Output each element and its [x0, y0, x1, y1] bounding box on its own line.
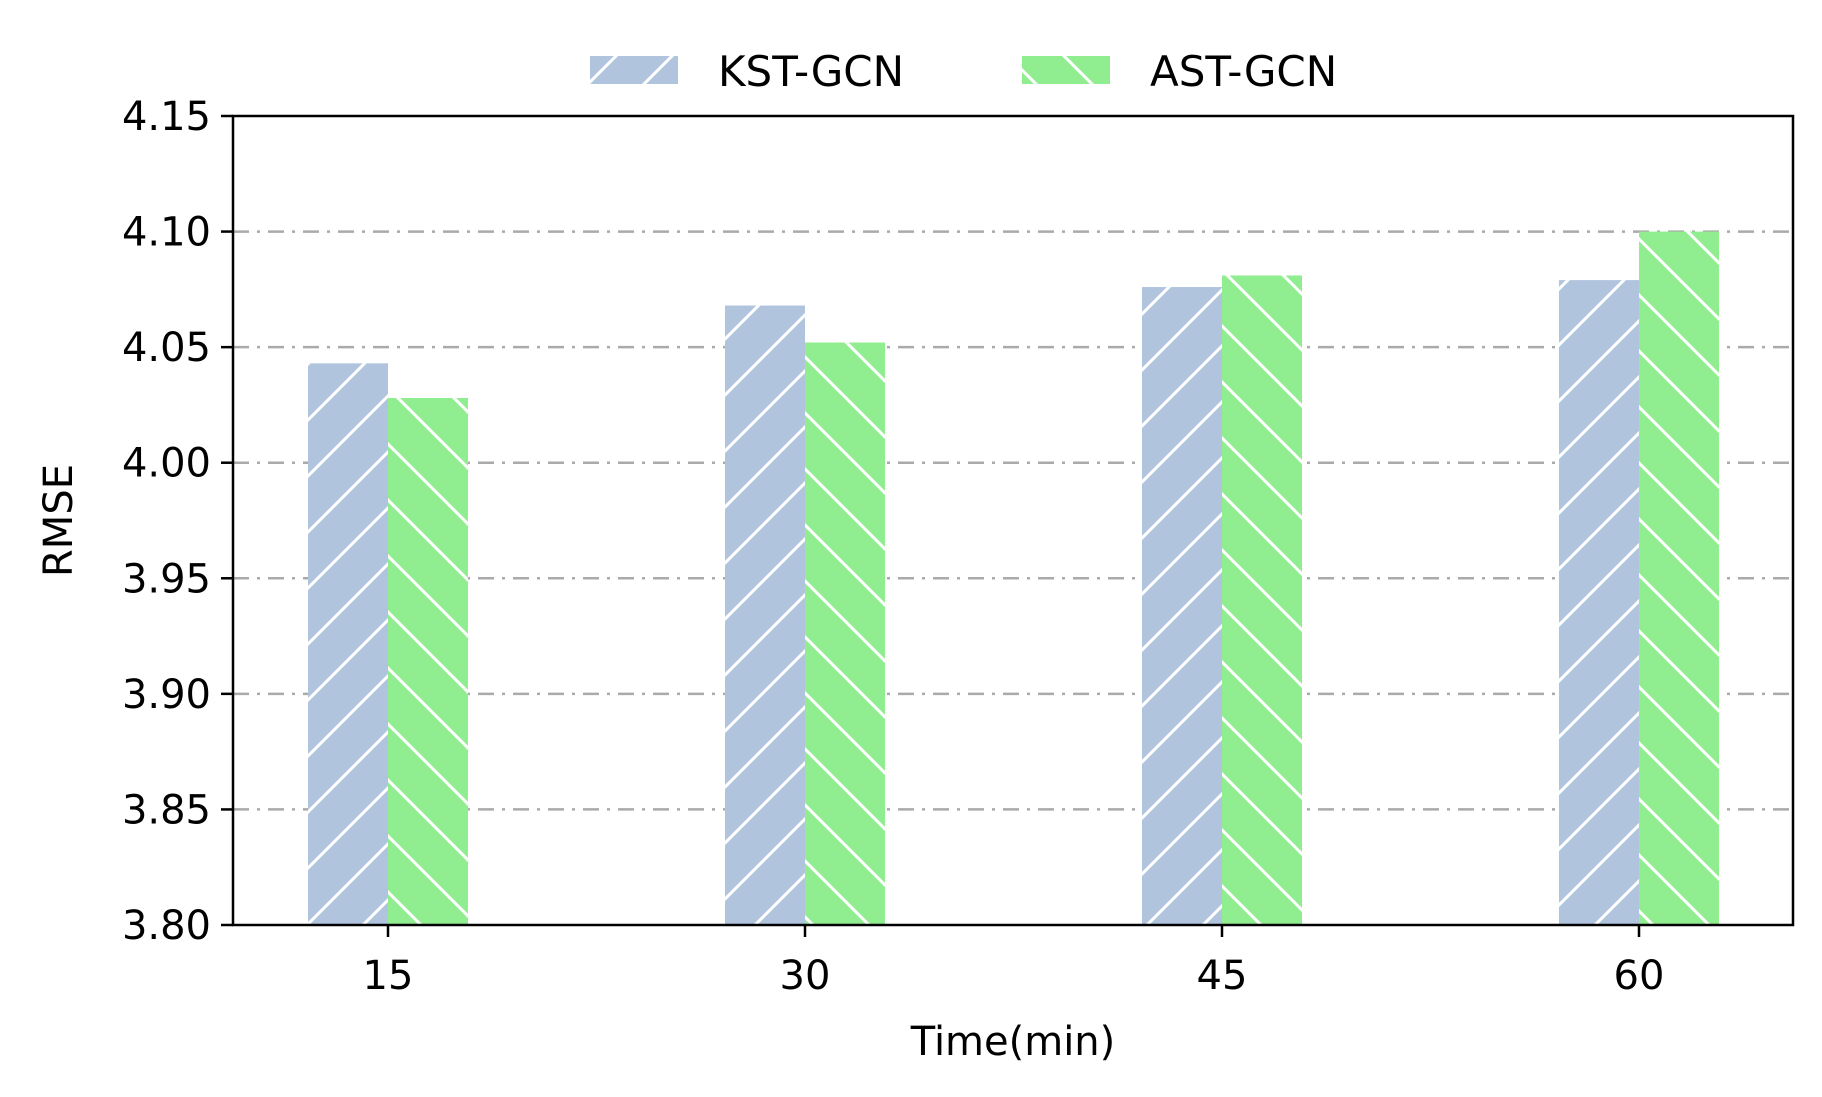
- bar-ast-gcn-30: [805, 342, 885, 925]
- y-tick-label: 3.85: [122, 787, 211, 833]
- y-tick-label: 3.95: [122, 556, 211, 602]
- y-tick-label: 3.80: [122, 903, 211, 949]
- bar-hatch: [1559, 280, 1639, 925]
- bar-hatch: [388, 397, 468, 926]
- bar-kst-gcn-45: [1142, 287, 1222, 925]
- bar-hatch: [725, 305, 805, 926]
- legend-label: KST-GCN: [718, 47, 904, 96]
- legend-swatch-hatch: [590, 56, 678, 84]
- gridlines: [233, 230, 1793, 811]
- x-tick-label: 15: [363, 953, 414, 999]
- x-axis-ticks: 15 30 45 60: [363, 925, 1665, 999]
- bar-kst-gcn-15: [308, 363, 388, 925]
- y-tick-label: 4.10: [122, 210, 211, 256]
- y-tick-label: 4.05: [122, 325, 211, 371]
- y-tick-label: 4.15: [122, 94, 211, 140]
- bar-hatch: [308, 363, 388, 925]
- bar-hatch: [1142, 287, 1222, 925]
- legend: KST-GCN AST-GCN: [590, 47, 1337, 96]
- bar-hatch: [805, 342, 885, 925]
- bar-ast-gcn-15: [388, 397, 468, 926]
- x-tick-label: 45: [1197, 953, 1248, 999]
- y-tick-label: 4.00: [122, 441, 211, 487]
- x-tick-label: 60: [1614, 953, 1665, 999]
- y-axis-label: RMSE: [36, 464, 82, 577]
- bar-kst-gcn-30: [725, 305, 805, 926]
- legend-label: AST-GCN: [1150, 47, 1337, 96]
- plot-frame: [231, 114, 1795, 927]
- bar-kst-gcn-60: [1559, 280, 1639, 925]
- bar-hatch: [1639, 231, 1719, 926]
- y-axis-ticks: 3.80 3.85 3.90 3.95 4.00 4.05 4.10 4.15: [122, 94, 233, 949]
- y-tick-label: 3.90: [122, 672, 211, 718]
- x-tick-label: 30: [780, 953, 831, 999]
- legend-item-ast-gcn: AST-GCN: [1022, 47, 1337, 96]
- bar-ast-gcn-45: [1222, 275, 1302, 925]
- x-axis-label: Time(min): [910, 1019, 1116, 1065]
- legend-item-kst-gcn: KST-GCN: [590, 47, 904, 96]
- legend-swatch-hatch: [1022, 56, 1110, 84]
- bars: [308, 231, 1719, 926]
- bar-ast-gcn-60: [1639, 231, 1719, 926]
- bar-hatch: [1222, 275, 1302, 925]
